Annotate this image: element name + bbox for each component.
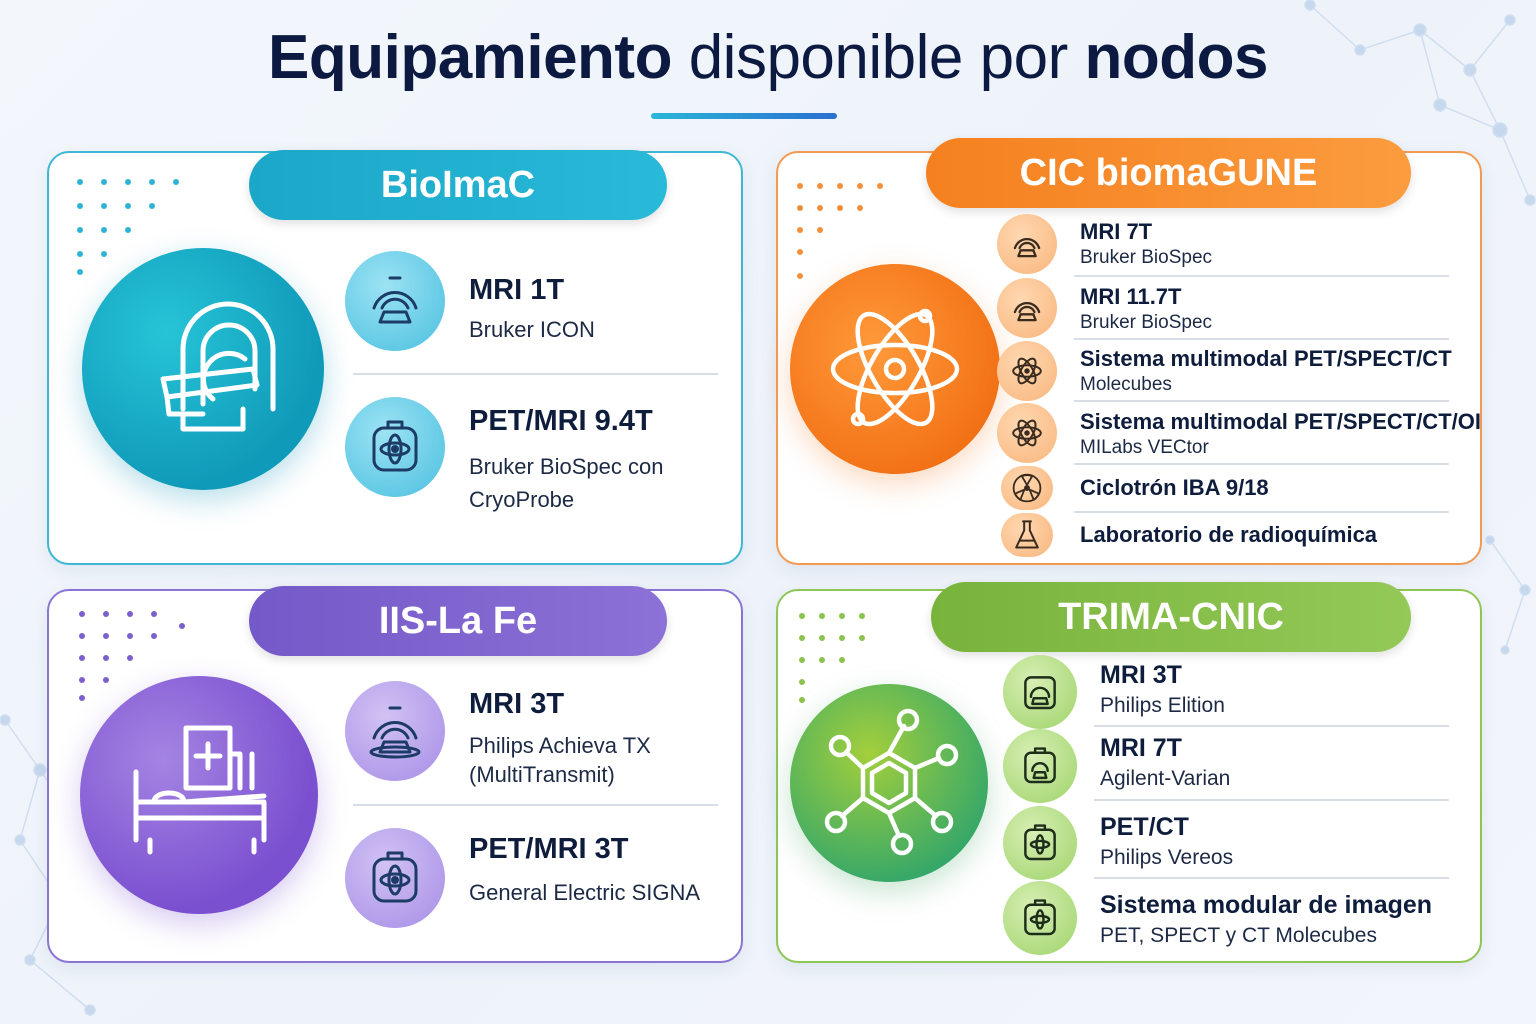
equipment-model: Bruker BioSpec con	[469, 454, 664, 479]
equipment-model-line2: CryoProbe	[469, 487, 575, 512]
pet-mri-icon	[1003, 806, 1077, 880]
divider	[1074, 275, 1449, 277]
equipment-name: Sistema multimodal PET/SPECT/CT	[1080, 346, 1452, 371]
mri-machine-icon	[82, 248, 324, 490]
equipment-model: Philips Elition	[1100, 694, 1225, 717]
decor-dots	[797, 183, 883, 279]
title-underline	[651, 113, 837, 119]
title-bold-2: nodos	[1084, 23, 1268, 92]
equipment-item: MRI 11.7T Bruker BioSpec	[1080, 284, 1212, 334]
decor-dots	[77, 179, 179, 275]
mri-scanner-icon	[997, 278, 1057, 338]
atom-icon	[790, 264, 1000, 474]
equipment-item: Sistema multimodal PET/SPECT/CT Molecube…	[1080, 346, 1452, 396]
equipment-name: MRI 3T	[1100, 661, 1182, 689]
equipment-item: PET/MRI 9.4T Bruker BioSpec con CryoProb…	[469, 405, 663, 516]
mri-scanner-icon	[997, 214, 1057, 274]
pet-mri-icon	[345, 828, 445, 928]
equipment-model: Bruker ICON	[469, 317, 595, 342]
title-bold-1: Equipamiento	[268, 23, 672, 92]
equipment-model: Molecubes	[1080, 374, 1172, 395]
equipment-item: PET/CT Philips Vereos	[1100, 813, 1233, 870]
equipment-item: MRI 7T Agilent-Varian	[1100, 734, 1230, 791]
equipment-item: PET/MRI 3T General Electric SIGNA	[469, 833, 700, 909]
equipment-item: Sistema modular de imagen PET, SPECT y C…	[1100, 891, 1432, 948]
pet-mri-icon	[1003, 881, 1077, 955]
node-label-cic: CIC biomaGUNE	[926, 138, 1411, 208]
divider	[1074, 511, 1449, 513]
equipment-name: MRI 7T	[1100, 734, 1182, 762]
equipment-item: Ciclotrón IBA 9/18	[1080, 475, 1269, 501]
mri-scanner-icon	[345, 681, 445, 781]
equipment-name: MRI 1T	[469, 274, 565, 306]
equipment-name: PET/MRI 9.4T	[469, 405, 653, 437]
equipment-model: Philips Vereos	[1100, 846, 1234, 869]
decor-dots	[79, 611, 185, 701]
equipment-item: Sistema multimodal PET/SPECT/CT/OI MILab…	[1080, 409, 1481, 459]
atom-icon	[997, 341, 1057, 401]
pet-mri-icon	[345, 397, 445, 497]
equipment-item: MRI 1T Bruker ICON	[469, 274, 595, 346]
divider	[353, 804, 718, 806]
equipment-model: Agilent-Varian	[1100, 767, 1231, 790]
equipment-model: Bruker BioSpec	[1080, 247, 1213, 268]
atom-icon	[997, 403, 1057, 463]
divider	[1094, 725, 1449, 727]
equipment-name: Sistema multimodal PET/SPECT/CT/OI	[1080, 409, 1481, 434]
mri-scanner-icon	[1003, 655, 1077, 729]
divider	[1094, 799, 1449, 801]
equipment-model: PET, SPECT y CT Molecubes	[1100, 924, 1377, 947]
node-label-iis: IIS-La Fe	[249, 586, 667, 656]
radiation-icon	[1001, 466, 1053, 510]
divider	[353, 373, 718, 375]
divider	[1094, 877, 1449, 879]
node-label-trima: TRIMA-CNIC	[931, 582, 1411, 652]
equipment-item: MRI 3T Philips Achieva TX (MultiTransmit…	[469, 688, 651, 791]
equipment-name: PET/MRI 3T	[469, 833, 629, 865]
hospital-bed-icon	[80, 676, 318, 914]
equipment-name: MRI 11.7T	[1080, 284, 1182, 309]
decor-dots	[799, 613, 865, 703]
equipment-model: Philips Achieva TX	[469, 733, 651, 758]
equipment-item: MRI 7T Bruker BioSpec	[1080, 219, 1212, 269]
equipment-name: Ciclotrón IBA 9/18	[1080, 475, 1269, 500]
equipment-name: PET/CT	[1100, 813, 1189, 841]
equipment-name: Sistema modular de imagen	[1100, 891, 1433, 919]
flask-icon	[1001, 513, 1053, 557]
node-label-bioimac: BioImaC	[249, 150, 667, 220]
equipment-model-line2: (MultiTransmit)	[469, 762, 615, 787]
equipment-model: Bruker BioSpec	[1080, 312, 1213, 333]
equipment-model: MILabs VECtor	[1080, 437, 1209, 458]
title-light: disponible por	[688, 23, 1069, 92]
divider	[1074, 463, 1449, 465]
equipment-name: Laboratorio de radioquímica	[1080, 522, 1378, 547]
page-title: Equipamiento disponible por nodos	[0, 22, 1536, 93]
equipment-item: Laboratorio de radioquímica	[1080, 522, 1377, 548]
equipment-name: MRI 3T	[469, 688, 565, 720]
equipment-name: MRI 7T	[1080, 219, 1153, 244]
equipment-model: General Electric SIGNA	[469, 880, 701, 905]
divider	[1074, 338, 1449, 340]
molecule-icon	[790, 684, 988, 882]
equipment-item: MRI 3T Philips Elition	[1100, 661, 1225, 718]
mri-scanner-icon	[345, 251, 445, 351]
divider	[1074, 400, 1449, 402]
mri-scanner-icon	[1003, 729, 1077, 803]
